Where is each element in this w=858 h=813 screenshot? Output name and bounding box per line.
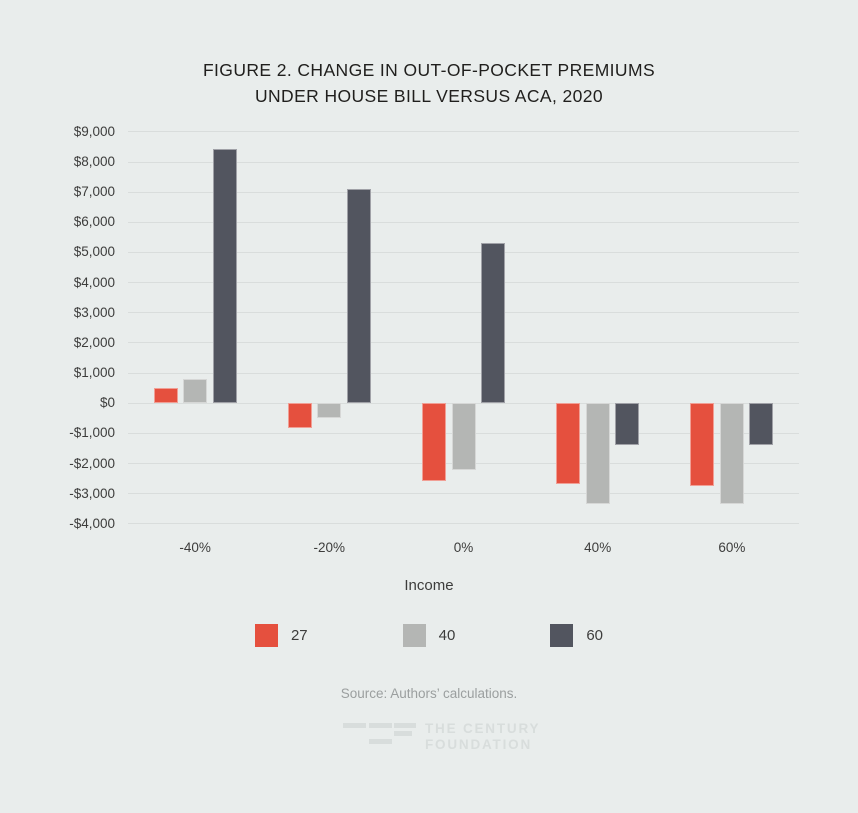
legend-label: 60: [586, 627, 604, 644]
x-axis-tick-label: -20%: [313, 540, 346, 555]
bar-27-60%: [690, 402, 715, 486]
tcf-logo-mark-icon: [343, 723, 416, 746]
logo-bar: [343, 723, 366, 728]
y-axis-tick-label: -$3,000: [69, 485, 115, 501]
gridline: [128, 342, 799, 344]
legend-item-60: 60: [550, 624, 603, 647]
gridline: [128, 161, 799, 163]
bar-27-40%: [556, 402, 581, 485]
y-axis-tick-label: $3,000: [73, 304, 115, 320]
legend: 27 40 60: [0, 624, 858, 647]
chart-title: FIGURE 2. CHANGE IN OUT-OF-POCKET PREMIU…: [0, 57, 858, 109]
y-axis-tick-label: $0: [99, 395, 115, 411]
tcf-logo: THE CENTURY FOUNDATION: [343, 721, 540, 752]
gridline: [128, 282, 799, 284]
logo-bar: [394, 723, 416, 728]
gridline: [128, 372, 799, 374]
gridline: [128, 191, 799, 193]
legend-label: 27: [290, 627, 308, 644]
legend-item-40: 40: [402, 624, 456, 647]
logo-bar: [369, 739, 392, 744]
tcf-logo-text: THE CENTURY FOUNDATION: [425, 721, 540, 752]
bar-27-0%: [422, 402, 446, 482]
x-axis-tick-label: 0%: [453, 540, 474, 555]
source-note: Source: Authors’ calculations.: [340, 686, 518, 701]
y-axis-tick-label: $1,000: [73, 365, 115, 380]
logo-bar: [369, 723, 392, 728]
y-axis-tick-label: $5,000: [73, 244, 115, 260]
legend-item-27: 27: [254, 624, 308, 647]
y-axis-tick-label: -$4,000: [69, 515, 115, 531]
bar-40--40%: [183, 378, 208, 403]
gridline: [128, 131, 799, 133]
bar-60--20%: [346, 188, 371, 403]
x-axis-tick-label: 60%: [718, 540, 746, 555]
y-axis-tick-label: $7,000: [73, 184, 115, 200]
chart-title-line1: FIGURE 2. CHANGE IN OUT-OF-POCKET PREMIU…: [202, 60, 656, 80]
bar-40-40%: [585, 402, 610, 504]
y-axis-tick-label: $8,000: [73, 154, 115, 169]
y-axis-tick-label: $6,000: [73, 214, 115, 230]
gridline: [128, 221, 799, 223]
y-axis-tick-label: $4,000: [73, 274, 115, 290]
x-axis-title: Income: [404, 577, 454, 594]
y-axis-tick-label: -$1,000: [69, 425, 115, 441]
tcf-logo-text-line1: THE CENTURY: [425, 721, 541, 736]
x-axis-tick-label: 40%: [584, 540, 612, 555]
y-axis-tick-label: $9,000: [73, 123, 115, 139]
legend-swatch-icon: [550, 624, 574, 647]
legend-swatch-icon: [254, 624, 278, 647]
bar-60-60%: [749, 402, 774, 445]
gridline: [128, 251, 799, 253]
bar-40-0%: [451, 402, 476, 471]
y-axis-tick-label: -$2,000: [69, 455, 115, 471]
bar-40-60%: [719, 402, 744, 504]
bar-27--20%: [287, 402, 312, 429]
bar-27--40%: [153, 387, 178, 403]
bar-60-40%: [615, 402, 640, 445]
legend-label: 40: [438, 627, 456, 644]
logo-bar: [394, 731, 412, 736]
chart-title-line2: UNDER HOUSE BILL VERSUS ACA, 2020: [254, 86, 604, 106]
gridline: [128, 523, 799, 525]
bar-60-0%: [481, 242, 505, 403]
gridline: [128, 312, 799, 314]
x-axis-tick-label: -40%: [179, 540, 211, 555]
tcf-logo-text-line2: FOUNDATION: [425, 736, 532, 752]
y-axis-tick-label: $2,000: [73, 334, 115, 350]
bar-40--20%: [317, 402, 342, 418]
gridline: [128, 493, 799, 495]
bar-60--40%: [212, 149, 237, 403]
legend-swatch-icon: [402, 624, 426, 647]
